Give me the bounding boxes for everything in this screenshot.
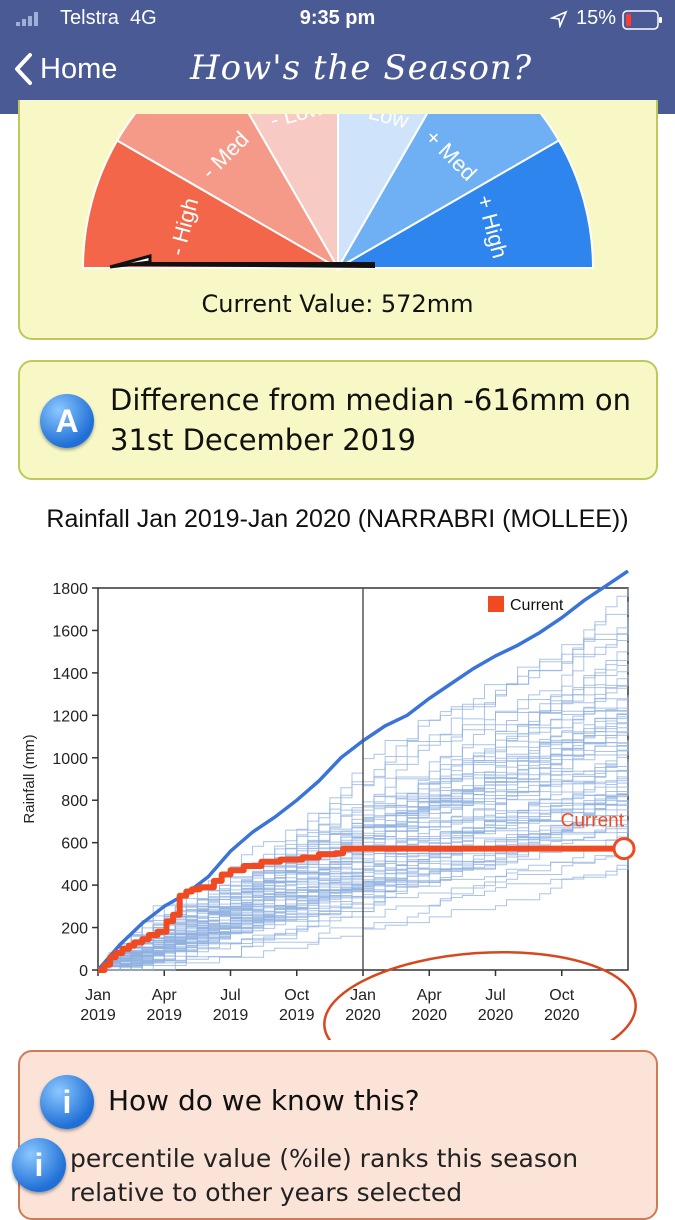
historical-year-line (98, 824, 628, 971)
gauge-segment (247, 114, 339, 272)
median-difference-panel (18, 360, 658, 480)
y-axis-label: Rainfall (mm) (21, 734, 38, 823)
x-tick-label: 2020 (478, 1007, 514, 1024)
battery-percent: 15% (576, 7, 617, 29)
current-value: Current Value: 572mm (201, 290, 474, 318)
x-tick-label: Oct (549, 987, 574, 1004)
rainfall-chart: 0 200 400 600 800 1000 1200 1400 1600 1800 Rainfal… (21, 570, 637, 1040)
x-tick-label: 2019 (80, 1007, 116, 1024)
x-tick-label: Apr (417, 987, 443, 1004)
historical-year-line (98, 624, 629, 971)
info-icon: i (40, 1075, 94, 1129)
current-annotation: Current (561, 811, 625, 832)
gauge-segment (81, 139, 342, 269)
highlight-circle (323, 950, 637, 1040)
info-icon-secondary: i (12, 1138, 66, 1192)
legend-label: Current (510, 597, 564, 614)
historical-year-line (98, 720, 629, 971)
info-title: How do we know this? (108, 1084, 420, 1117)
historical-year-line (98, 827, 629, 971)
y-tick-label: 200 (61, 921, 88, 938)
legend-swatch (488, 596, 504, 612)
gauge-segment (334, 139, 595, 269)
historical-year-line (98, 616, 629, 971)
clock: 9:35 pm (299, 7, 376, 29)
y-tick-label: 1400 (52, 666, 88, 683)
back-label: Home (40, 52, 118, 85)
historical-year-lines (98, 588, 629, 971)
back-button[interactable]: Home (12, 52, 117, 86)
x-tick-label: Jan (350, 987, 376, 1004)
current-series-line (98, 845, 363, 973)
y-tick-label: 0 (79, 963, 88, 980)
historical-year-line (98, 697, 629, 971)
historical-year-line (98, 685, 628, 971)
carrier-label: Telstra 4G (60, 7, 157, 29)
historical-year-line (98, 866, 629, 971)
page-title: How's the Season? (190, 48, 533, 88)
x-tick-label: 2020 (345, 1007, 381, 1024)
y-tick-label: 800 (61, 793, 88, 810)
signal-icon (16, 12, 38, 26)
gauge-needle-tip (109, 254, 152, 269)
chart-title: Rainfall Jan 2019-Jan 2020 (NARRABRI (MO… (46, 505, 629, 533)
x-tick-label: 2020 (411, 1007, 447, 1024)
x-tick-label: Jan (85, 987, 111, 1004)
y-tick-label: 400 (61, 878, 88, 895)
x-tick-label: 2019 (146, 1007, 182, 1024)
x-tick-label: 2019 (279, 1007, 315, 1024)
chevron-left-icon (15, 53, 32, 85)
current-value-marker (612, 837, 636, 861)
median-difference-text: Difference from median -616mm on 31st De… (110, 383, 632, 457)
x-tick-label: 2020 (544, 1007, 580, 1024)
x-tick-label: Apr (152, 987, 178, 1004)
y-tick-label: 1200 (52, 708, 88, 725)
x-tick-label: 2019 (213, 1007, 249, 1024)
gauge-needle (120, 262, 375, 268)
gauge-segment (335, 114, 561, 271)
x-tick-label: Jul (485, 987, 505, 1004)
status-bar: Telstra 4G 9:35 pm 15% (0, 0, 675, 38)
y-tick-label: 1800 (52, 581, 88, 598)
gauge-segment (115, 114, 341, 271)
info-panel (18, 1050, 658, 1220)
x-tick-label: Oct (284, 987, 309, 1004)
battery-icon (622, 10, 662, 30)
alert-badge-icon: A (40, 394, 94, 448)
y-tick-label: 600 (61, 836, 88, 853)
y-tick-label: 1000 (52, 751, 88, 768)
location-arrow-icon (550, 10, 568, 28)
season-gauge: - High- Med- Low + Low+ Med+ High (81, 114, 595, 272)
x-tick-label: Jul (220, 987, 240, 1004)
y-tick-label: 1600 (52, 623, 88, 640)
historical-year-line (98, 799, 629, 971)
